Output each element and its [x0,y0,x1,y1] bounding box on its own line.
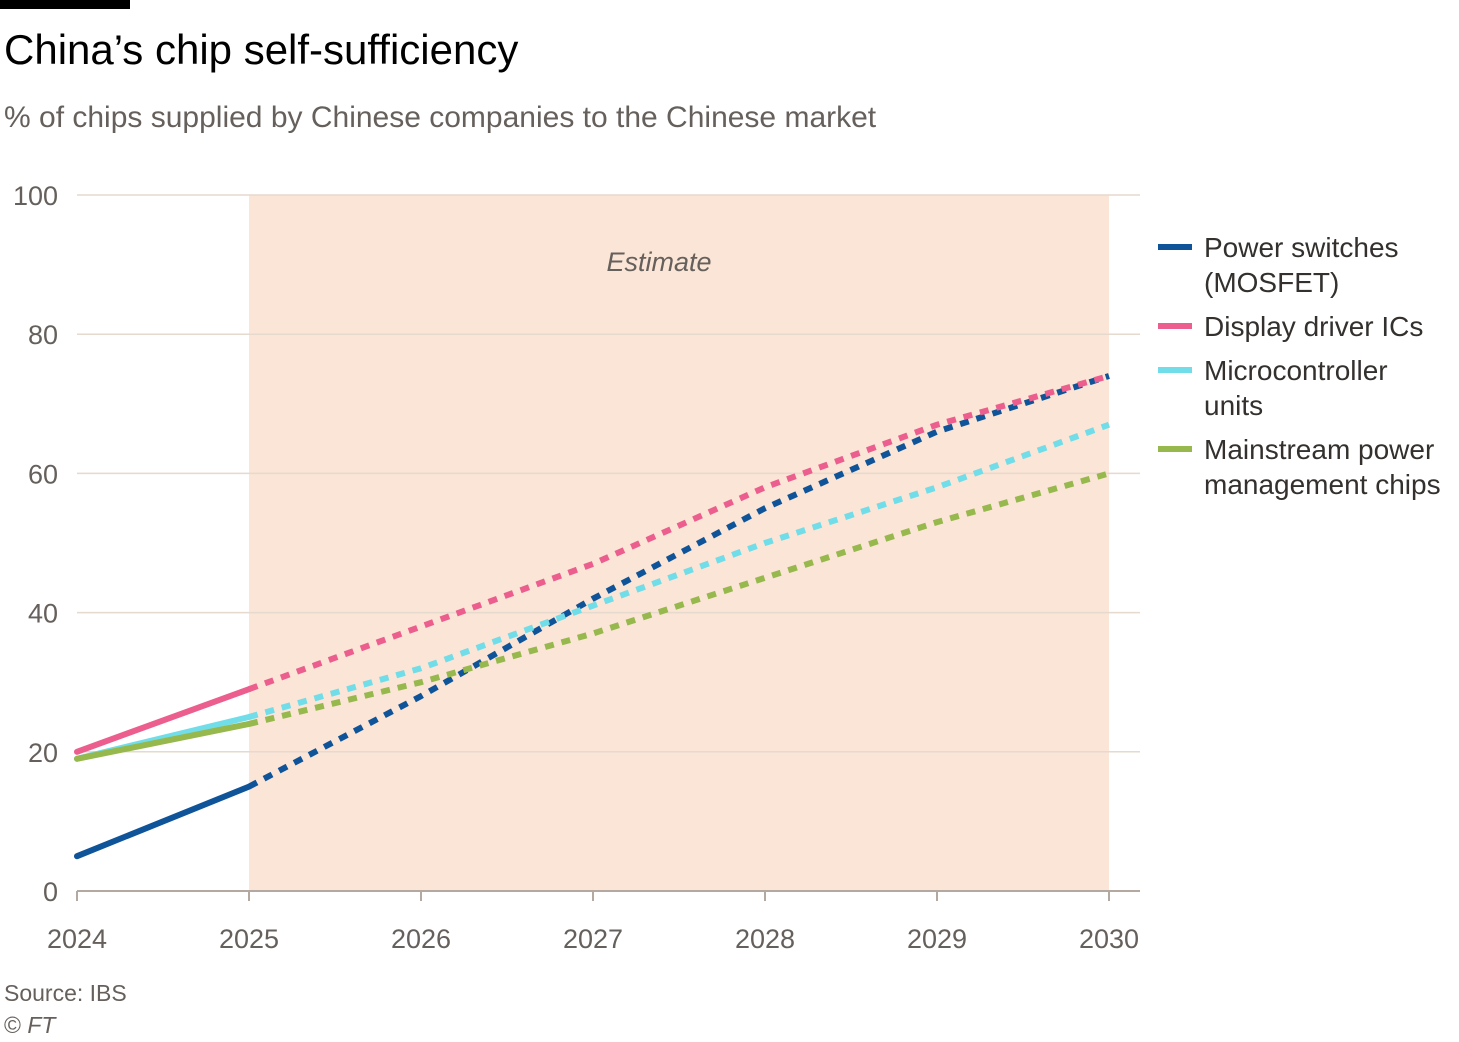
chart-title: China’s chip self-sufficiency [4,26,519,73]
series-2-estimate-line [248,421,1111,720]
series-0-estimate-line [247,373,1110,790]
estimate-label: Estimate [606,247,711,277]
series-0-actual-line [74,783,252,860]
series-1-estimate-line [247,373,1110,692]
legend-label: Mainstream power management chips [1204,434,1441,500]
y-tick-label: 0 [43,877,58,907]
copyright-org: FT [27,1012,56,1038]
x-tick-label: 2030 [1079,924,1139,954]
y-tick-label: 80 [28,320,58,350]
y-tick-label: 40 [28,599,58,629]
legend-swatch [1158,446,1192,452]
x-tick-label: 2028 [735,924,795,954]
legend-label: Display driver ICs [1204,311,1424,342]
legend-item: Power switches (MOSFET) [1158,230,1458,300]
x-tick-label: 2027 [563,924,623,954]
copyright-note: © FT [4,1012,55,1039]
legend-item: Microcontroller units [1158,353,1458,423]
legend-swatch [1158,244,1192,250]
x-tick-label: 2026 [391,924,451,954]
y-tick-label: 100 [13,181,58,211]
y-tick-label: 60 [28,459,58,489]
series-1-actual-line [74,686,252,755]
chart-subtitle: % of chips supplied by Chinese companies… [4,101,877,134]
series-3-actual-line [74,720,252,762]
legend-label: Microcontroller units [1204,355,1388,421]
legend-swatch [1158,367,1192,373]
series-3-estimate-line [248,470,1110,727]
y-tick-label: 20 [28,738,58,768]
x-tick-label: 2024 [47,924,107,954]
estimate-region [249,195,1109,891]
header-accent-bar [0,0,130,9]
copyright-symbol: © [4,1012,21,1038]
legend-swatch [1158,323,1192,329]
legend-item: Display driver ICs [1158,309,1458,344]
source-note: Source: IBS [4,980,127,1006]
x-tick-label: 2025 [219,924,279,954]
x-tick-label: 2029 [907,924,967,954]
legend-item: Mainstream power management chips [1158,432,1458,502]
legend-label: Power switches (MOSFET) [1204,232,1399,298]
chart-legend: Power switches (MOSFET) Display driver IC… [1158,230,1458,511]
